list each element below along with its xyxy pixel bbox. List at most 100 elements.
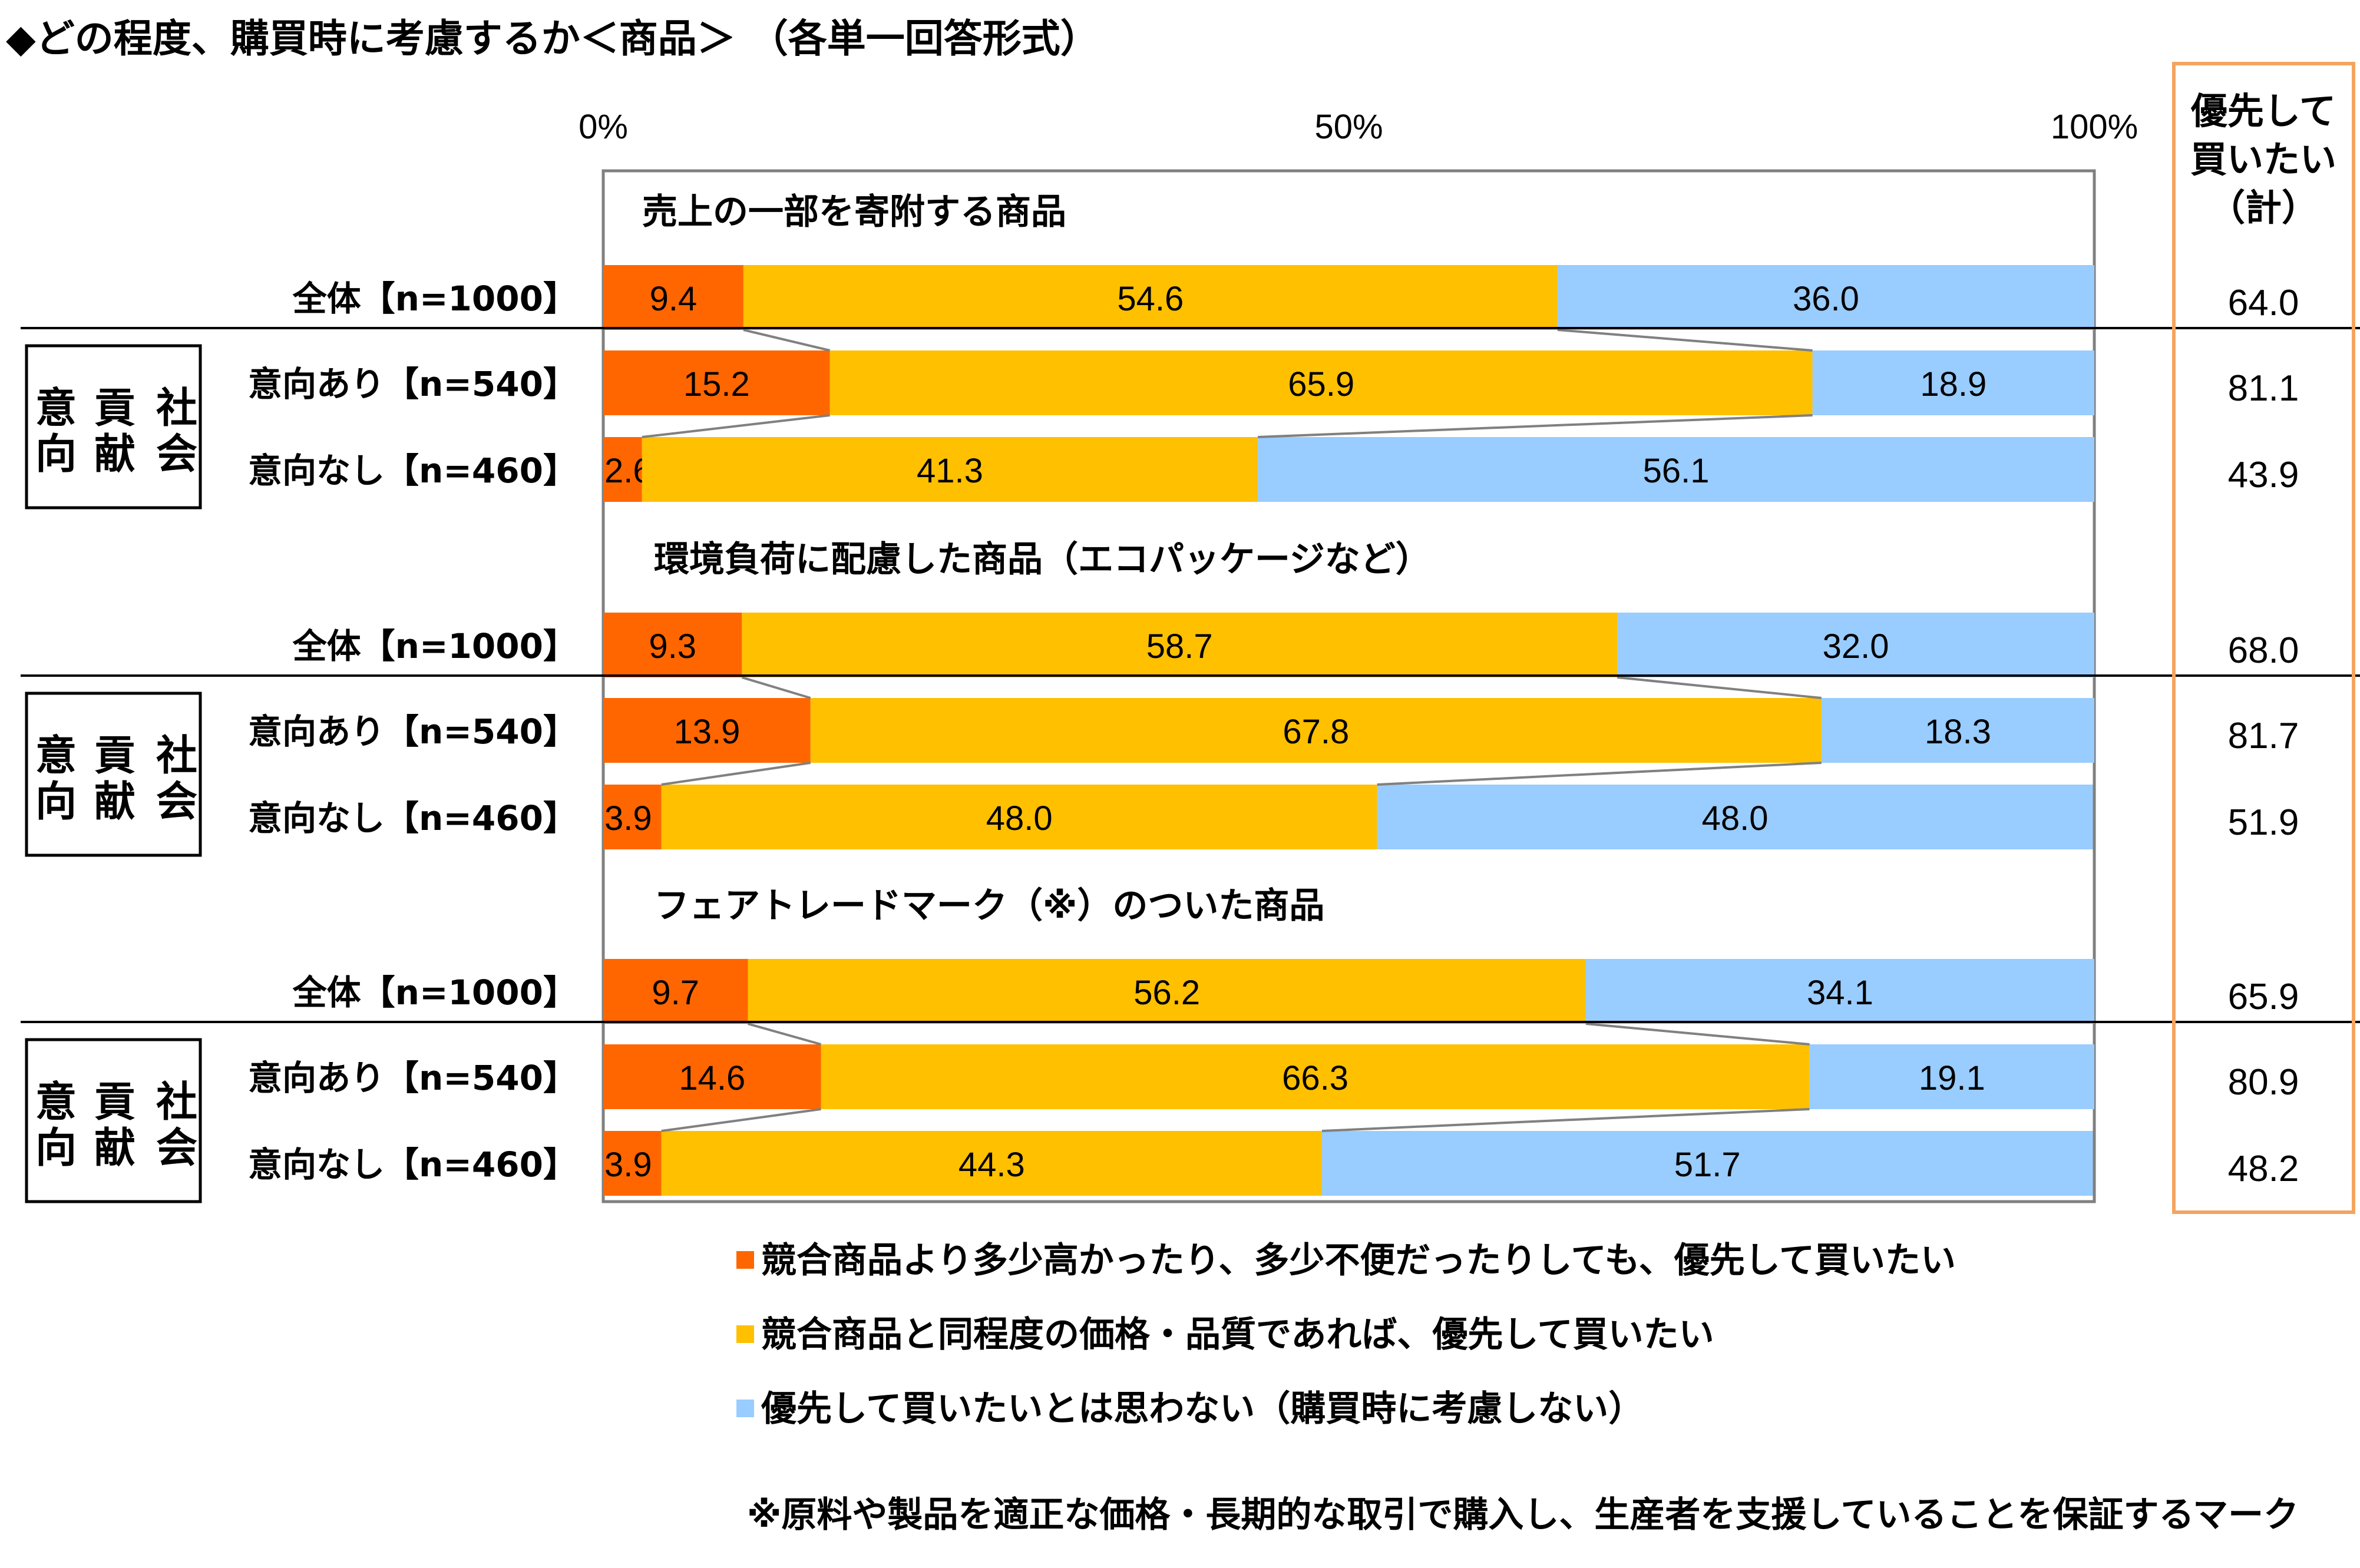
data-label: 3.9 [604, 799, 652, 838]
row-label: 意向なし【n=460】 [248, 451, 577, 491]
data-label: 67.8 [1283, 713, 1349, 751]
group-label-box [25, 344, 202, 510]
data-label: 32.0 [1823, 627, 1889, 666]
group-label-char: 貢 [94, 384, 135, 432]
total-value: 80.9 [2228, 1062, 2299, 1103]
section-title: フェアトレードマーク（※）のついた商品 [654, 885, 1324, 927]
total-value: 81.1 [2228, 368, 2299, 409]
connector-line [747, 1023, 822, 1046]
connector-line [661, 1108, 821, 1132]
bar-segment [1812, 350, 2094, 415]
bar-segment [748, 959, 1586, 1024]
data-label: 44.3 [958, 1146, 1025, 1184]
data-label: 54.6 [1117, 280, 1184, 318]
bar-segment [603, 350, 830, 415]
data-label: 56.2 [1133, 974, 1200, 1012]
group-label-char: 社 [156, 1078, 197, 1126]
bar-segment [603, 1044, 821, 1109]
bar-segment [603, 437, 642, 502]
data-label: 56.1 [1643, 452, 1710, 490]
group-label-char: 献 [94, 430, 135, 478]
total-header: （計） [2209, 186, 2318, 229]
total-header: 買いたい [2190, 138, 2336, 181]
connector-line [741, 676, 811, 699]
connector-line [1321, 1108, 1810, 1132]
total-value: 51.9 [2228, 802, 2299, 843]
connector-line [1617, 676, 1822, 699]
bar-segment [1585, 959, 2094, 1024]
group-label-char: 向 [35, 430, 77, 478]
bar-segment [603, 785, 662, 849]
group-label-char: 会 [156, 430, 197, 478]
legend-label: 競合商品より多少高かったり、多少不便だったりしても、優先して買いたい [761, 1240, 1956, 1281]
total-value: 43.9 [2228, 455, 2299, 495]
row-label: 全体【n=1000】 [292, 972, 577, 1013]
data-label: 41.3 [917, 452, 983, 490]
connector-line [1258, 414, 1813, 438]
bar-segment [661, 785, 1377, 849]
row-label: 意向なし【n=460】 [248, 798, 577, 838]
group-label-char: 会 [156, 778, 197, 826]
bar-segment [1809, 1044, 2094, 1109]
total-column-box [2172, 62, 2355, 1214]
group-label-char: 意 [35, 732, 77, 780]
total-header: 優先して [2190, 90, 2336, 133]
connector-line [642, 414, 830, 438]
total-value: 65.9 [2228, 977, 2299, 1017]
connector-line [661, 762, 811, 786]
data-label: 51.7 [1674, 1146, 1741, 1184]
group-label-char: 意 [35, 384, 77, 432]
data-label: 48.0 [986, 799, 1053, 838]
legend-swatch [736, 1251, 754, 1269]
connector-line [743, 329, 831, 352]
group-label-box [25, 1038, 202, 1203]
row-label: 意向あり【n=540】 [248, 712, 577, 752]
section-title: 環境負荷に配慮した商品（エコパッケージなど） [654, 539, 1431, 580]
data-label: 19.1 [1919, 1059, 1985, 1097]
group-label-char: 献 [94, 778, 135, 826]
group-label-char: 向 [35, 1124, 77, 1172]
legend-label: 競合商品と同程度の価格・品質であれば、優先して買いたい [761, 1314, 1714, 1355]
legend-swatch [736, 1325, 754, 1343]
bar-segment [1557, 265, 2094, 330]
row-label: 全体【n=1000】 [292, 626, 577, 666]
connector-line [1377, 762, 1822, 786]
total-value: 68.0 [2228, 630, 2299, 671]
data-label: 34.1 [1807, 974, 1873, 1012]
total-value: 64.0 [2228, 283, 2299, 323]
bar-segment [1258, 437, 2094, 502]
bar-segment [743, 265, 1558, 330]
data-label: 65.9 [1288, 365, 1354, 403]
bar-segment [810, 698, 1822, 763]
x-tick-label: 0% [579, 108, 628, 146]
section-title: 売上の一部を寄附する商品 [642, 191, 1066, 233]
bar-segment [742, 613, 1618, 677]
group-label-char: 貢 [94, 1078, 135, 1126]
group-label-char: 意 [35, 1078, 77, 1126]
data-label: 48.0 [1702, 799, 1769, 838]
data-label: 9.4 [650, 280, 698, 318]
group-label-char: 貢 [94, 732, 135, 780]
connector-line [1585, 1023, 1810, 1046]
data-label: 13.9 [673, 713, 740, 751]
bar-segment [829, 350, 1813, 415]
row-label: 意向なし【n=460】 [248, 1144, 577, 1185]
x-tick-label: 100% [2051, 108, 2138, 146]
bar-segment [603, 1131, 662, 1196]
bar-segment [661, 1131, 1322, 1196]
data-label: 14.6 [679, 1059, 745, 1097]
bar-segment [603, 613, 742, 677]
bar-segment [1617, 613, 2094, 677]
group-label-char: 向 [35, 778, 77, 826]
bar-segment [603, 959, 748, 1024]
x-tick-label: 50% [1314, 108, 1383, 146]
bar-segment [642, 437, 1258, 502]
total-value: 81.7 [2228, 716, 2299, 756]
data-label: 9.7 [652, 974, 699, 1012]
group-label-char: 社 [156, 732, 197, 780]
bar-segment [1377, 785, 2093, 849]
footnote: ※原料や製品を適正な価格・長期的な取引で購入し、生産者を支援していることを保証す… [747, 1494, 2299, 1536]
data-label: 15.2 [683, 365, 750, 403]
